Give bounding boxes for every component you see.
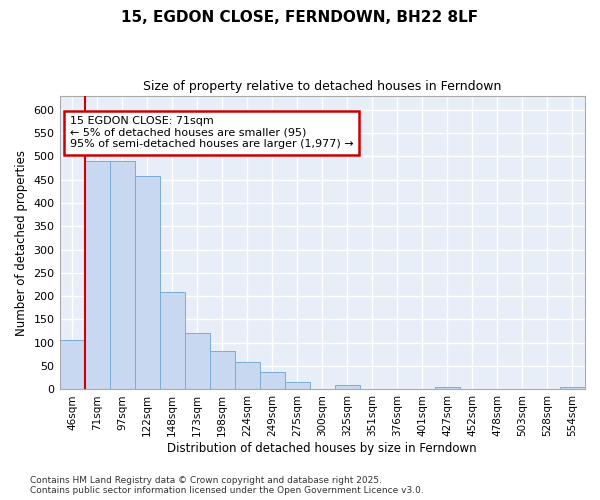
Text: Contains HM Land Registry data © Crown copyright and database right 2025.
Contai: Contains HM Land Registry data © Crown c… xyxy=(30,476,424,495)
Bar xyxy=(560,387,585,390)
Bar xyxy=(85,161,110,390)
Bar xyxy=(235,362,260,390)
X-axis label: Distribution of detached houses by size in Ferndown: Distribution of detached houses by size … xyxy=(167,442,477,455)
Text: 15, EGDON CLOSE, FERNDOWN, BH22 8LF: 15, EGDON CLOSE, FERNDOWN, BH22 8LF xyxy=(121,10,479,25)
Bar xyxy=(160,292,185,390)
Text: 15 EGDON CLOSE: 71sqm
← 5% of detached houses are smaller (95)
95% of semi-detac: 15 EGDON CLOSE: 71sqm ← 5% of detached h… xyxy=(70,116,353,150)
Bar xyxy=(134,176,160,390)
Bar xyxy=(59,340,85,390)
Bar xyxy=(435,387,460,390)
Bar xyxy=(185,332,209,390)
Title: Size of property relative to detached houses in Ferndown: Size of property relative to detached ho… xyxy=(143,80,502,93)
Bar xyxy=(285,382,310,390)
Bar xyxy=(335,385,360,390)
Bar xyxy=(110,161,134,390)
Bar xyxy=(260,372,285,390)
Bar xyxy=(209,350,235,390)
Y-axis label: Number of detached properties: Number of detached properties xyxy=(15,150,28,336)
